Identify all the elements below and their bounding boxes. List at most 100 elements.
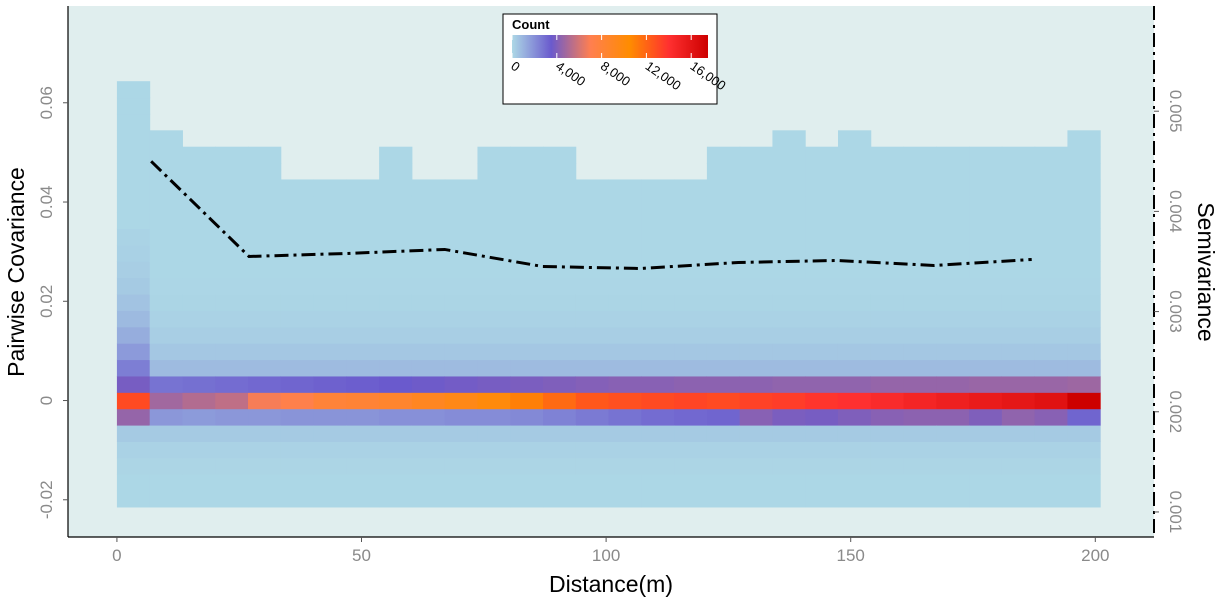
heatmap-cell [379, 425, 413, 442]
heatmap-cell [1001, 392, 1036, 410]
heatmap-cell [280, 195, 315, 213]
heatmap-cell [772, 359, 806, 377]
heatmap-cell [936, 359, 970, 377]
heatmap-cell [1067, 261, 1101, 279]
heatmap-cell [1034, 441, 1068, 459]
heatmap-cell [706, 326, 741, 344]
heatmap-cell [248, 228, 282, 246]
heatmap-cell [641, 195, 675, 213]
heatmap-cell [608, 343, 642, 361]
heatmap-cell [280, 244, 315, 262]
heatmap-cell [346, 359, 380, 377]
x-tick-label: 50 [352, 546, 371, 565]
heatmap-cell [182, 343, 216, 361]
heatmap-cell [936, 425, 970, 442]
heatmap-cell [477, 277, 511, 295]
heatmap-cell [411, 457, 446, 475]
heatmap-cell [280, 441, 315, 459]
heatmap-cell [346, 179, 380, 197]
heatmap-cell [641, 261, 675, 279]
heatmap-cell [116, 441, 151, 459]
heatmap-cell [543, 310, 577, 328]
heatmap-cell [116, 392, 151, 410]
heatmap-cell [543, 163, 577, 180]
heatmap-cell [870, 310, 905, 328]
heatmap-cell [346, 375, 380, 393]
heatmap-cell [772, 163, 806, 180]
heatmap-cell [477, 457, 511, 475]
heatmap-cell [969, 179, 1003, 197]
heatmap-cell [379, 375, 413, 393]
heatmap-cell [280, 310, 315, 328]
heatmap-cell [641, 244, 675, 262]
heatmap-cell [936, 294, 970, 311]
heatmap-cell [837, 326, 872, 344]
heatmap-cell [248, 359, 282, 377]
heatmap-cell [280, 343, 315, 361]
heatmap-cell [379, 408, 413, 426]
heatmap-cell [411, 392, 446, 410]
heatmap-cell [674, 408, 708, 426]
heatmap-cell [248, 408, 282, 426]
heatmap-cell [706, 179, 741, 197]
heatmap-cell [706, 359, 741, 377]
heatmap-cell [575, 375, 610, 393]
y-tick-label-right: 0.005 [1166, 90, 1185, 133]
heatmap-cell [477, 326, 511, 344]
heatmap-cell [411, 408, 446, 426]
heatmap-cell [149, 146, 183, 164]
heatmap-cell [936, 490, 970, 508]
heatmap-cell [248, 441, 282, 459]
heatmap-cell [772, 228, 806, 246]
heatmap-cell [116, 195, 151, 213]
heatmap-cell [280, 261, 315, 279]
heatmap-cell [608, 326, 642, 344]
heatmap-cell [248, 244, 282, 262]
heatmap-cell [969, 457, 1003, 475]
heatmap-cell [870, 474, 905, 492]
heatmap-cell [248, 375, 282, 393]
heatmap-cell [149, 244, 183, 262]
heatmap-cell [313, 310, 347, 328]
y-tick-label-left: 0.06 [37, 86, 56, 119]
heatmap-cell [608, 310, 642, 328]
x-tick-label: 100 [592, 546, 620, 565]
heatmap-cell [706, 408, 741, 426]
heatmap-cell [248, 277, 282, 295]
heatmap-cell [510, 195, 544, 213]
heatmap-cell [936, 261, 970, 279]
heatmap-cell [936, 146, 970, 164]
heatmap-cell [903, 408, 937, 426]
heatmap-cell [903, 326, 937, 344]
heatmap-cell [346, 228, 380, 246]
heatmap-cell [411, 310, 446, 328]
heatmap-cell [149, 425, 183, 442]
heatmap-cell [1034, 474, 1068, 492]
heatmap-cell [1067, 441, 1101, 459]
heatmap-cell [444, 244, 478, 262]
heatmap-cell [411, 375, 446, 393]
heatmap-cell [608, 457, 642, 475]
heatmap-cell [1001, 146, 1036, 164]
heatmap-cell [706, 343, 741, 361]
heatmap-cell [215, 474, 249, 492]
heatmap-cell [543, 146, 577, 164]
heatmap-cell [182, 326, 216, 344]
heatmap-cell [280, 490, 315, 508]
heatmap-cell [903, 195, 937, 213]
heatmap-cell [870, 179, 905, 197]
heatmap-cell [1067, 179, 1101, 197]
heatmap-cell [1001, 474, 1036, 492]
heatmap-cell [182, 244, 216, 262]
heatmap-cell [805, 326, 839, 344]
heatmap-cell [936, 441, 970, 459]
heatmap-cell [1067, 408, 1101, 426]
heatmap-cell [182, 195, 216, 213]
heatmap-cell [280, 179, 315, 197]
heatmap-cell [739, 359, 773, 377]
heatmap-cell [280, 212, 315, 230]
x-tick-label: 150 [837, 546, 865, 565]
heatmap-cell [411, 261, 446, 279]
heatmap-cell [379, 294, 413, 311]
heatmap-cell [903, 425, 937, 442]
